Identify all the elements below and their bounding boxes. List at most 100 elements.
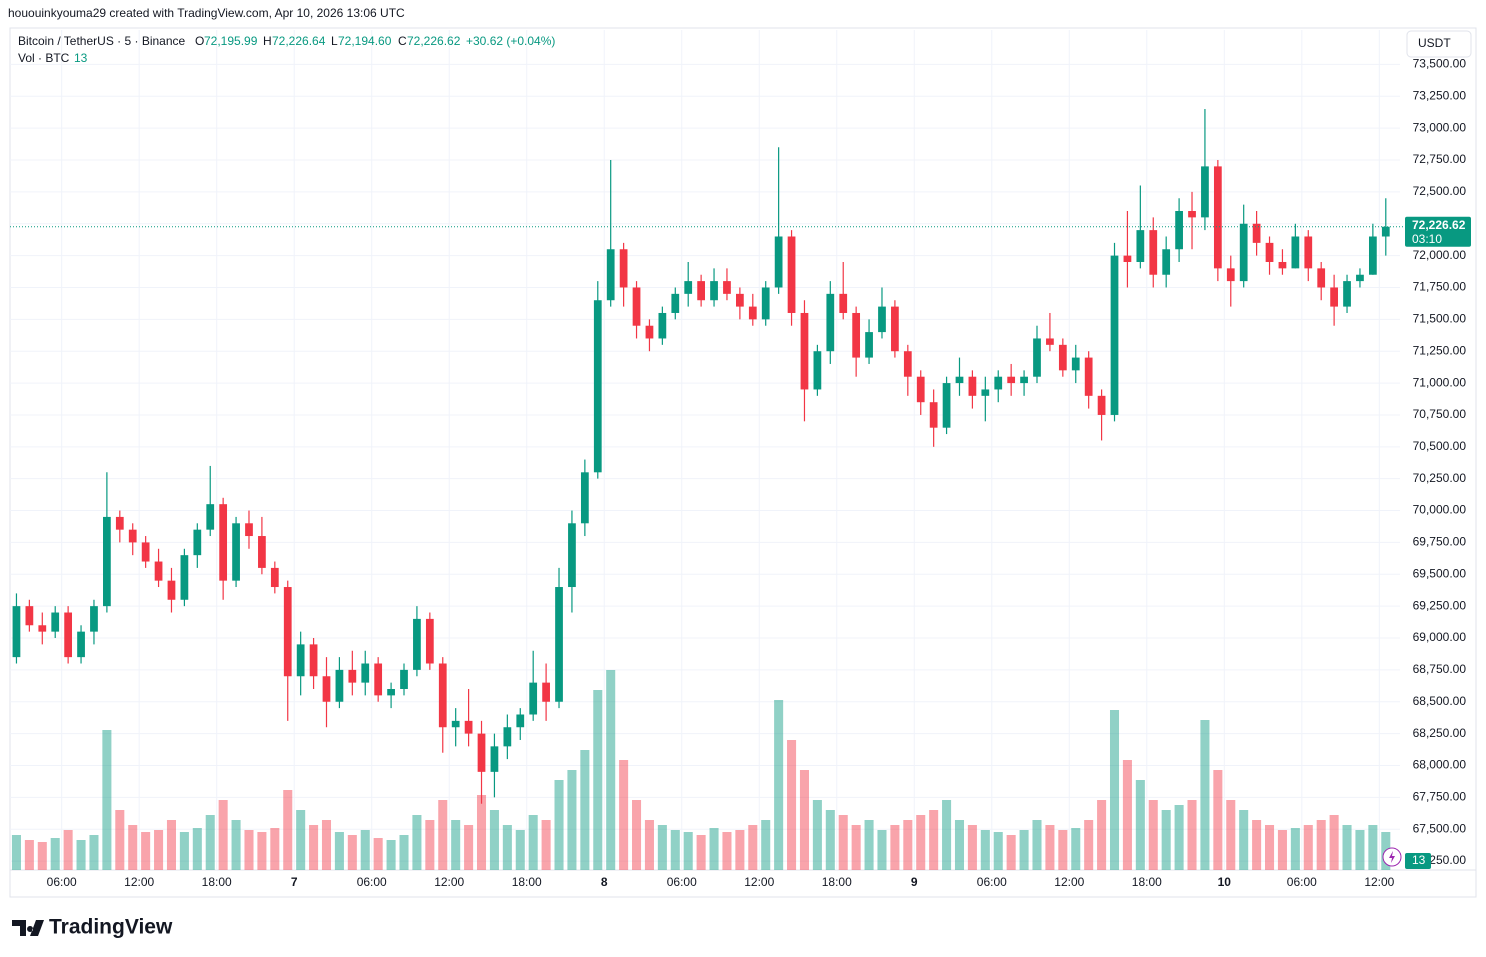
volume-bar: [722, 832, 732, 870]
candle-body: [826, 293, 835, 352]
candle-body: [1356, 274, 1364, 282]
candle-body: [296, 644, 305, 677]
volume-bar: [1200, 720, 1210, 870]
currency-button[interactable]: [1406, 30, 1472, 58]
last-price-tag: [1405, 216, 1471, 247]
volume-bar: [386, 840, 396, 870]
candle-body: [1175, 211, 1183, 250]
candle-body: [25, 606, 34, 626]
volume-bar: [489, 810, 499, 870]
candle-body: [283, 587, 292, 677]
volume-bar: [502, 825, 512, 870]
candle-body: [632, 287, 641, 326]
volume-bar: [270, 828, 280, 870]
candle-body: [425, 618, 434, 664]
candle-body: [1368, 236, 1377, 275]
volume-bar: [761, 820, 771, 870]
y-tick-label: 67,750.00: [1413, 790, 1467, 804]
volume-bar: [11, 835, 21, 870]
volume-bar: [231, 820, 241, 870]
volume-bar: [283, 790, 293, 870]
volume-bar: [1019, 830, 1029, 870]
volume-bar: [1316, 820, 1326, 870]
candle-body: [167, 580, 176, 600]
candle-body: [90, 606, 98, 632]
volume-bar: [1006, 835, 1016, 870]
y-tick-label: 71,750.00: [1413, 280, 1467, 294]
candle-body: [955, 376, 964, 384]
volume-bar: [1071, 828, 1081, 870]
x-tick-label: 06:00: [667, 875, 697, 889]
volume-bar: [1368, 825, 1378, 870]
legend-l: 72,194.60: [338, 34, 392, 48]
y-tick-label: 70,000.00: [1413, 503, 1467, 517]
logo-text: TradingView: [49, 916, 173, 939]
volume-bar: [942, 800, 952, 870]
candle-body: [671, 293, 680, 313]
candle-body: [1291, 236, 1300, 269]
x-tick-label: 12:00: [124, 875, 154, 889]
candle-body: [568, 523, 576, 588]
x-tick-label: 06:00: [1287, 875, 1317, 889]
candle-body: [723, 281, 731, 294]
volume-bar: [619, 760, 629, 870]
volume-bar: [916, 815, 926, 870]
candle-body: [348, 669, 357, 683]
candle-body: [593, 300, 602, 473]
candle-body: [1381, 226, 1390, 237]
volume-bar: [179, 832, 189, 870]
alert-bolt: [1389, 851, 1395, 863]
legend-change: +30.62 (+0.04%): [466, 34, 555, 48]
candle-body: [1317, 268, 1326, 288]
candle-body: [322, 676, 331, 702]
volume-bar: [567, 770, 577, 870]
candle-body: [154, 561, 163, 581]
y-tick-label: 67,500.00: [1413, 821, 1467, 835]
volume-bar: [309, 825, 319, 870]
y-tick-label: 71,250.00: [1413, 343, 1467, 357]
candle-body: [968, 376, 977, 396]
candle-body: [51, 612, 60, 632]
candle-body: [193, 529, 202, 556]
x-tick-label: 18:00: [822, 875, 852, 889]
candle-body: [490, 746, 499, 772]
volume-bar: [812, 800, 822, 870]
volume-bar: [851, 825, 861, 870]
volume-bar: [321, 820, 332, 870]
candle-body: [1149, 230, 1158, 275]
candle-body: [1330, 287, 1338, 307]
volume-bar: [425, 820, 435, 870]
candle-body: [1033, 338, 1041, 377]
x-tick-label: 18:00: [202, 875, 232, 889]
vol-label: Vol · BTC: [18, 51, 70, 65]
volume-bar: [838, 815, 848, 870]
y-tick-label: 70,250.00: [1413, 471, 1467, 485]
candle-body: [258, 536, 266, 568]
candle-body: [477, 733, 486, 772]
candle-body: [1084, 357, 1093, 396]
volume-bar: [1252, 820, 1262, 870]
volume-bar: [644, 820, 654, 870]
volume-bar: [141, 832, 151, 870]
candle-body: [516, 714, 525, 728]
volume-bar: [1097, 800, 1107, 870]
volume-bar: [929, 810, 939, 870]
volume-bar: [515, 830, 525, 870]
y-tick-label: 72,750.00: [1413, 152, 1467, 166]
candle-body: [580, 472, 589, 524]
chart-frame: [9, 27, 1477, 898]
candle-body: [128, 529, 137, 543]
candle-body: [891, 306, 899, 352]
volume-bar: [166, 820, 176, 870]
candle-body: [374, 663, 383, 696]
volume-bar: [683, 832, 693, 870]
candle-body: [335, 669, 344, 702]
currency[interactable]: USDT: [1418, 36, 1451, 50]
x-tick-label: 7: [291, 875, 298, 889]
candle-body: [1265, 242, 1274, 262]
x-tick-label: 12:00: [1364, 875, 1394, 889]
y-tick-label: 70,750.00: [1413, 407, 1467, 421]
volume-bar: [980, 830, 990, 870]
volume-bar: [735, 830, 745, 870]
candle-body: [1136, 230, 1145, 262]
